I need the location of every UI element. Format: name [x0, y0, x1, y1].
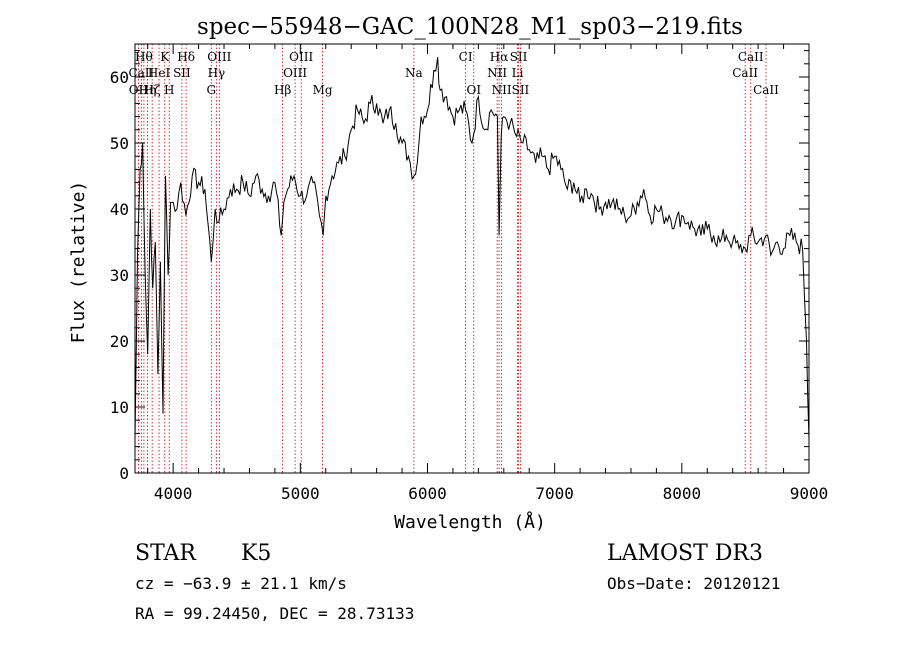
x-axis-ticks: 4000 5000 6000 7000 8000 9000	[147, 44, 829, 503]
line-label-9: Hδ	[177, 50, 195, 64]
line-label-8: SII	[173, 66, 191, 80]
line-label-11: Hγ	[208, 66, 226, 80]
x-axis-label: Wavelength (Å)	[394, 511, 546, 533]
line-label-12: OIII	[207, 50, 231, 64]
survey-name: LAMOST DR3	[607, 541, 763, 566]
x-tick-label-3: 7000	[535, 484, 574, 503]
line-label-28: CaII	[753, 83, 779, 97]
line-label-17: Na	[405, 66, 423, 80]
x-tick-label-2: 6000	[408, 484, 447, 503]
line-label-13: Hβ	[274, 83, 291, 97]
line-label-14: OIII	[283, 66, 307, 80]
line-label-20: NII	[487, 66, 507, 80]
spectral-line-labels: OIICaIIHθHηHζHeIKHSIIHδGHγOIIIHβOIIIOIII…	[128, 50, 779, 97]
line-label-27: CaII	[738, 50, 764, 64]
chart-title: spec−55948−GAC_100N28_M1_sp03−219.fits	[197, 14, 743, 40]
line-label-10: G	[207, 83, 217, 97]
x-tick-label-0: 4000	[154, 484, 193, 503]
line-label-6: K	[160, 50, 170, 64]
line-label-19: OI	[466, 83, 481, 97]
line-label-26: CaII	[732, 66, 758, 80]
coordinates-text: RA = 99.24450, DEC = 28.73133	[135, 604, 414, 623]
line-label-5: HeI	[148, 66, 171, 80]
y-tick-label-1: 10	[110, 398, 129, 417]
line-label-16: Mg	[313, 83, 333, 97]
object-class: STAR	[135, 541, 197, 566]
line-label-23: Li	[512, 66, 524, 80]
y-tick-label-5: 50	[110, 134, 129, 153]
line-label-24: SII	[510, 50, 528, 64]
y-axis-ticks: 0 10 20 30 40 50 60	[110, 50, 809, 483]
redshift-text: cz = −63.9 ± 21.1 km/s	[135, 574, 347, 593]
line-label-2: Hθ	[135, 50, 153, 64]
spectral-line-markers	[138, 44, 767, 473]
y-axis-label: Flux (relative)	[68, 181, 89, 344]
object-subclass: K5	[241, 541, 271, 566]
plot-frame	[134, 43, 810, 474]
y-tick-label-2: 20	[110, 332, 129, 351]
spectrum-series-line	[134, 57, 810, 441]
line-label-7: H	[164, 83, 174, 97]
x-tick-label-1: 5000	[281, 484, 320, 503]
line-label-3: Hη	[139, 83, 157, 97]
line-label-25: SII	[512, 83, 530, 97]
y-tick-label-3: 30	[110, 266, 129, 285]
line-label-4: Hζ	[144, 83, 161, 97]
y-tick-label-4: 40	[110, 200, 129, 219]
line-label-18: CI	[459, 50, 473, 64]
line-label-21: Hα	[490, 50, 509, 64]
x-tick-label-5: 9000	[790, 484, 829, 503]
y-tick-label-0: 0	[119, 464, 129, 483]
x-tick-label-4: 8000	[663, 484, 702, 503]
obs-date-text: Obs−Date: 20120121	[607, 574, 780, 593]
line-label-22: NII	[492, 83, 512, 97]
y-tick-label-6: 60	[110, 68, 129, 87]
line-label-15: OIII	[289, 50, 313, 64]
